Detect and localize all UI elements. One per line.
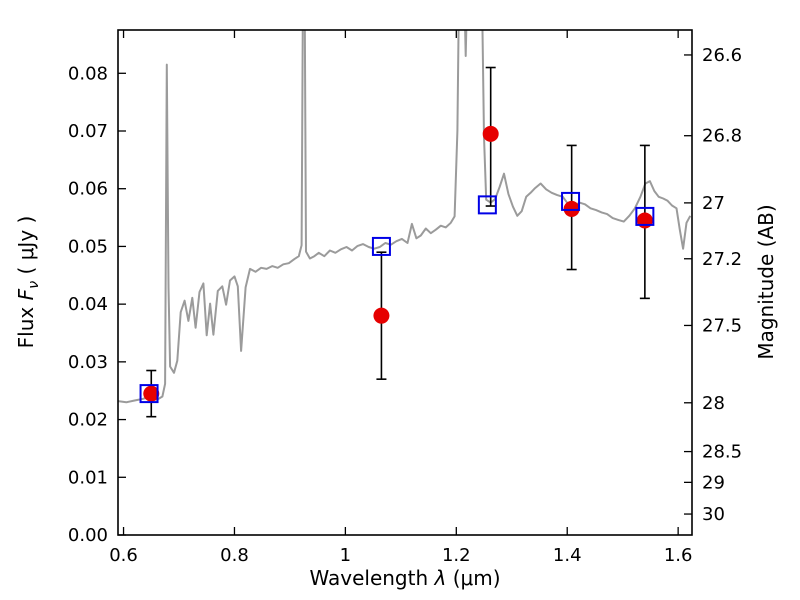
axes-frame [117,29,693,536]
y-tick-label-right: 26.6 [702,45,742,66]
y-tick-label-left: 0.06 [68,179,108,200]
y-tick-label-left: 0.01 [68,467,108,488]
model-point-marker [561,191,581,211]
y-tick-label-left: 0.05 [68,236,108,257]
x-tick-label: 1.4 [553,545,582,566]
x-tick-label: 1 [340,545,351,566]
y-tick-label-left: 0.04 [68,294,108,315]
model-point-marker [635,206,655,226]
y-left-label-text: Flux [14,300,38,349]
x-tick-label: 1.6 [664,545,693,566]
y-left-label-units: ( μJy ) [14,215,38,281]
model-point-marker [371,236,391,256]
x-axis-label-symbol: λ [434,566,447,590]
y-tick-label-left: 0.03 [68,352,108,373]
y-tick-label-right: 26.8 [702,126,742,147]
y-tick-label-right: 27.5 [702,315,742,336]
y-axis-label-left: Flux Fν ( μJy ) [14,216,42,349]
y-tick-label-right: 28.5 [702,442,742,463]
observed-point-marker [143,385,160,402]
model-point-marker [139,384,159,404]
x-axis-label: Wavelength λ (μm) [309,566,500,590]
x-axis-label-text: Wavelength [309,566,435,590]
y-tick-label-right: 28 [702,393,725,414]
y-tick-label-left: 0.00 [68,525,108,546]
observed-point-marker [373,307,390,324]
y-left-label-subscript: ν [26,280,42,289]
x-tick-label: 0.6 [109,545,138,566]
y-tick-label-left: 0.08 [68,63,108,84]
observed-point-marker [482,125,499,142]
y-axis-label-right: Magnitude (AB) [754,204,778,359]
model-point-marker [477,195,497,215]
y-tick-label-left: 0.07 [68,121,108,142]
y-left-label-symbol: F [14,288,38,301]
y-tick-label-right: 29 [702,472,725,493]
y-tick-label-right: 27.2 [702,249,742,270]
observed-point-marker [636,212,653,229]
x-tick-label: 0.8 [220,545,249,566]
x-axis-label-units: (μm) [446,566,501,590]
y-tick-label-right: 27 [702,193,725,214]
model-spectrum [118,30,692,404]
y-right-label-text: Magnitude (AB) [754,204,778,360]
y-tick-label-right: 30 [702,504,725,525]
x-tick-label: 1.2 [442,545,471,566]
y-tick-label-left: 0.02 [68,410,108,431]
